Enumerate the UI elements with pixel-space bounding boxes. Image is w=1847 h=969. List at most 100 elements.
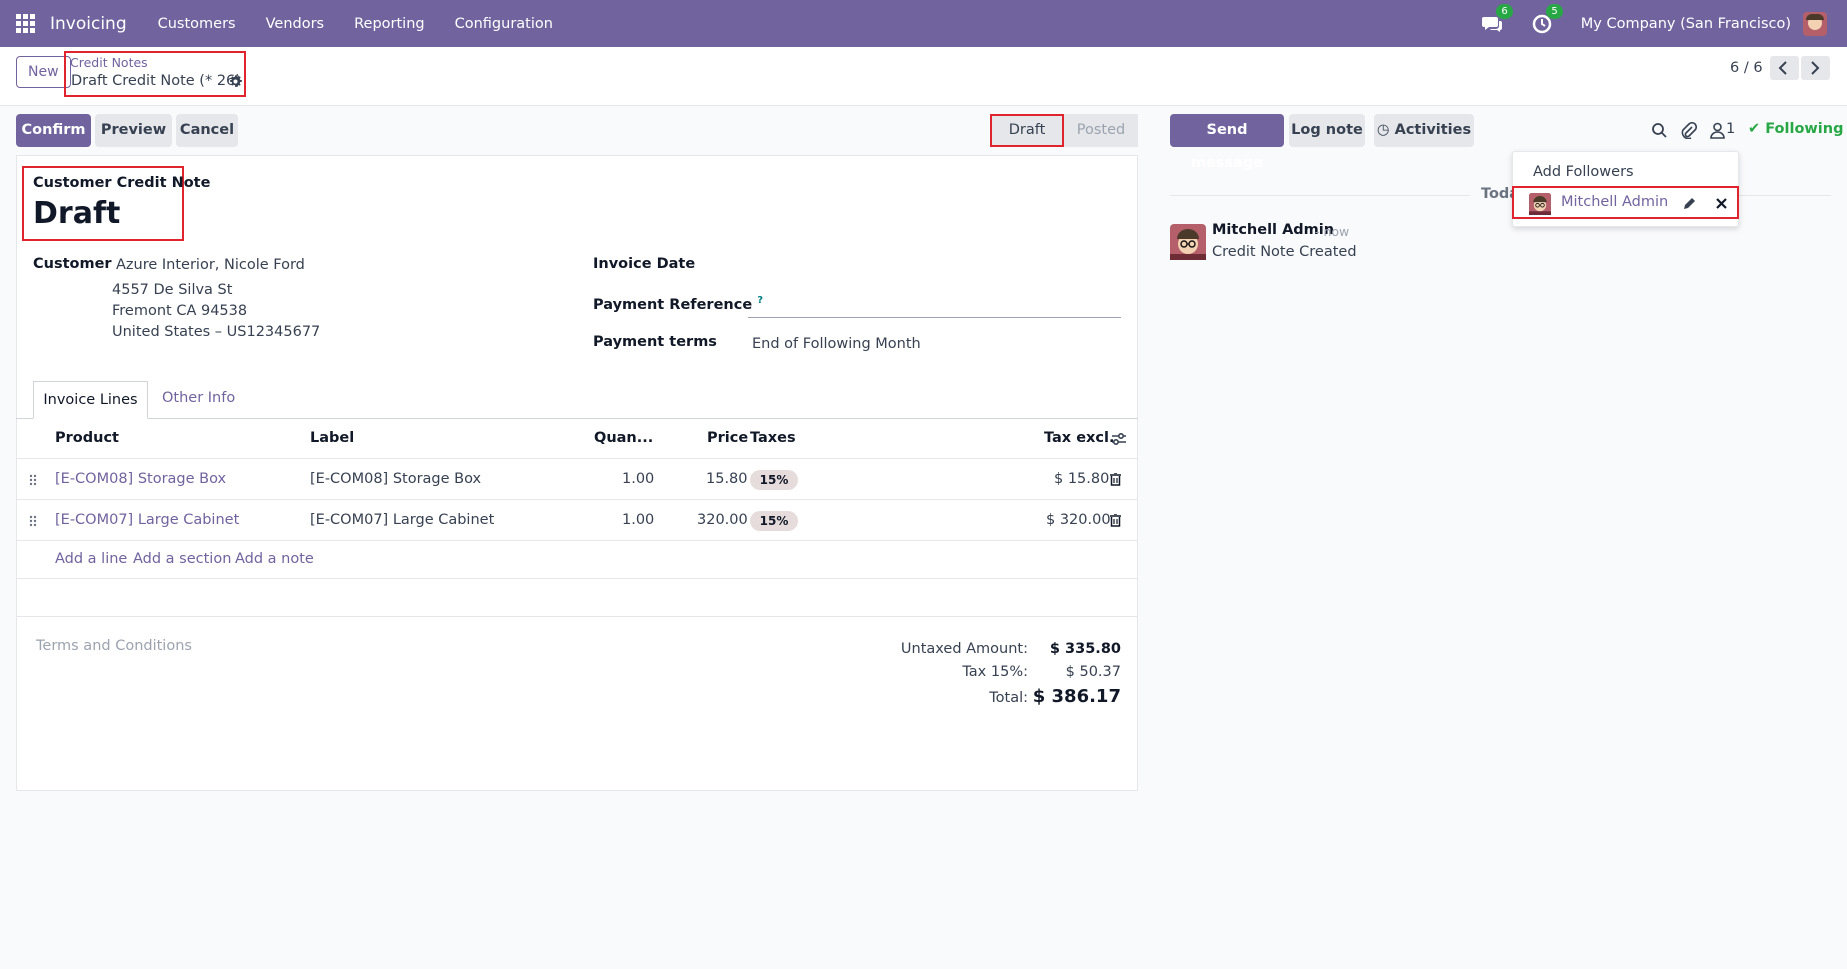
breadcrumb-current: Draft Credit Note (* 26)	[71, 73, 241, 89]
terms-input[interactable]: Terms and Conditions	[36, 638, 192, 654]
payment-reference-label: Payment Reference ?	[593, 295, 763, 313]
payment-reference-text: Payment Reference	[593, 296, 753, 313]
new-button[interactable]: New	[16, 56, 71, 88]
payment-terms-field[interactable]: End of Following Month	[752, 336, 921, 352]
line-quantity[interactable]: 1.00	[622, 512, 655, 528]
status-draft[interactable]: Draft	[990, 114, 1064, 147]
menu-reporting[interactable]: Reporting	[354, 15, 425, 32]
column-product[interactable]: Product	[55, 430, 119, 446]
preview-button[interactable]: Preview	[95, 114, 172, 147]
address-line-3: United States – US12345677	[112, 324, 321, 340]
pager-previous-button[interactable]	[1770, 56, 1799, 80]
paperclip-icon[interactable]	[1680, 122, 1697, 139]
total-value: $ 386.17	[1032, 686, 1121, 707]
pager-value[interactable]: 6 / 6	[1730, 60, 1763, 76]
followers-count[interactable]: 1	[1726, 121, 1736, 137]
log-note-button[interactable]: Log note	[1289, 114, 1365, 147]
tab-invoice-lines[interactable]: Invoice Lines	[33, 381, 148, 419]
tax-badge[interactable]: 15%	[750, 470, 798, 490]
menu-customers[interactable]: Customers	[157, 15, 236, 32]
tab-other-info[interactable]: Other Info	[162, 390, 236, 406]
column-settings-icon[interactable]	[1111, 432, 1127, 446]
tax-label: Tax 15%:	[962, 664, 1028, 680]
add-note-link[interactable]: Add a note	[235, 551, 314, 567]
drag-handle-icon[interactable]	[29, 515, 37, 527]
trash-icon[interactable]	[1110, 514, 1121, 527]
column-label[interactable]: Label	[310, 430, 355, 446]
column-quantity[interactable]: Quan...	[594, 430, 654, 446]
breadcrumb-parent[interactable]: Credit Notes	[70, 55, 148, 70]
customer-field[interactable]: Azure Interior, Nicole Ford	[116, 257, 305, 273]
column-price[interactable]: Price	[707, 430, 749, 446]
add-section-link[interactable]: Add a section	[133, 551, 232, 567]
apps-grid-icon[interactable]	[16, 13, 36, 34]
line-subtotal: $ 15.80	[1054, 471, 1110, 487]
user-avatar[interactable]	[1803, 11, 1827, 36]
followers-user-icon[interactable]	[1709, 122, 1726, 139]
menu-vendors[interactable]: Vendors	[265, 15, 325, 32]
document-type: Customer Credit Note	[33, 175, 211, 191]
trash-icon[interactable]	[1110, 473, 1121, 486]
untaxed-label: Untaxed Amount:	[900, 641, 1028, 657]
totals-separator	[16, 616, 1138, 617]
address-line-1: 4557 De Silva St	[112, 282, 233, 298]
messages-icon[interactable]: 6	[1481, 3, 1513, 35]
payment-terms-label: Payment terms	[593, 334, 717, 350]
chevron-right-icon	[1811, 61, 1820, 75]
follower-item-highlight	[1512, 186, 1739, 219]
header-separator	[16, 458, 1138, 459]
systray: 6 5 My Company (San Francisco)	[1481, 0, 1847, 47]
gear-icon[interactable]	[228, 74, 243, 89]
lines-end-separator	[16, 578, 1138, 579]
send-message-button[interactable]: Send message	[1170, 114, 1284, 171]
search-icon[interactable]	[1651, 122, 1668, 139]
add-line-link[interactable]: Add a line	[55, 551, 128, 567]
chevron-left-icon	[1778, 61, 1787, 75]
help-tooltip-icon[interactable]: ?	[757, 295, 764, 306]
cancel-button[interactable]: Cancel	[176, 114, 238, 147]
line-quantity[interactable]: 1.00	[622, 471, 655, 487]
menu-configuration[interactable]: Configuration	[454, 15, 553, 32]
message-author[interactable]: Mitchell Admin	[1212, 222, 1335, 238]
close-icon[interactable]	[1716, 198, 1727, 209]
line-product[interactable]: [E-COM07] Large Cabinet	[55, 512, 240, 528]
confirm-button[interactable]: Confirm	[16, 114, 91, 147]
tax-badge[interactable]: 15%	[750, 511, 798, 531]
activities-badge: 5	[1546, 3, 1563, 19]
line-label[interactable]: [E-COM08] Storage Box	[310, 471, 482, 487]
messages-badge: 6	[1496, 3, 1513, 19]
line-subtotal: $ 320.00	[1046, 512, 1111, 528]
tabs-divider	[16, 418, 1138, 419]
invoice-date-label: Invoice Date	[593, 256, 696, 272]
check-icon: ✔	[1748, 121, 1761, 137]
total-label: Total:	[989, 690, 1028, 706]
top-navbar: Invoicing Customers Vendors Reporting Co…	[0, 0, 1847, 47]
follower-name[interactable]: Mitchell Admin	[1561, 194, 1669, 210]
activities-label: Activities	[1394, 122, 1472, 138]
company-switcher[interactable]: My Company (San Francisco)	[1580, 15, 1791, 32]
add-followers-item[interactable]: Add Followers	[1533, 164, 1634, 180]
status-posted[interactable]: Posted	[1064, 114, 1138, 147]
line-label[interactable]: [E-COM07] Large Cabinet	[310, 512, 495, 528]
tax-value: $ 50.37	[1065, 664, 1121, 680]
untaxed-value: $ 335.80	[1049, 641, 1121, 657]
author-avatar[interactable]	[1170, 224, 1206, 260]
pager-next-button[interactable]	[1801, 56, 1830, 80]
top-menu: Customers Vendors Reporting Configuratio…	[137, 16, 562, 32]
activities-button[interactable]: ◷ Activities	[1374, 114, 1474, 147]
message-body: Credit Note Created	[1212, 244, 1357, 260]
following-button[interactable]: ✔ Following	[1748, 121, 1843, 137]
activities-clock-icon[interactable]: 5	[1531, 3, 1563, 35]
line-price[interactable]: 320.00	[697, 512, 748, 528]
column-tax-excl[interactable]: Tax excl.	[1044, 430, 1115, 446]
line-product[interactable]: [E-COM08] Storage Box	[55, 471, 227, 487]
date-divider-left	[1170, 195, 1470, 196]
row-separator	[16, 499, 1138, 500]
line-price[interactable]: 15.80	[706, 471, 748, 487]
drag-handle-icon[interactable]	[29, 474, 37, 486]
title-highlight	[22, 166, 184, 241]
payment-reference-input[interactable]	[748, 317, 1121, 318]
pencil-icon[interactable]	[1683, 197, 1696, 210]
column-taxes[interactable]: Taxes	[750, 430, 796, 446]
app-title[interactable]: Invoicing	[50, 13, 127, 34]
